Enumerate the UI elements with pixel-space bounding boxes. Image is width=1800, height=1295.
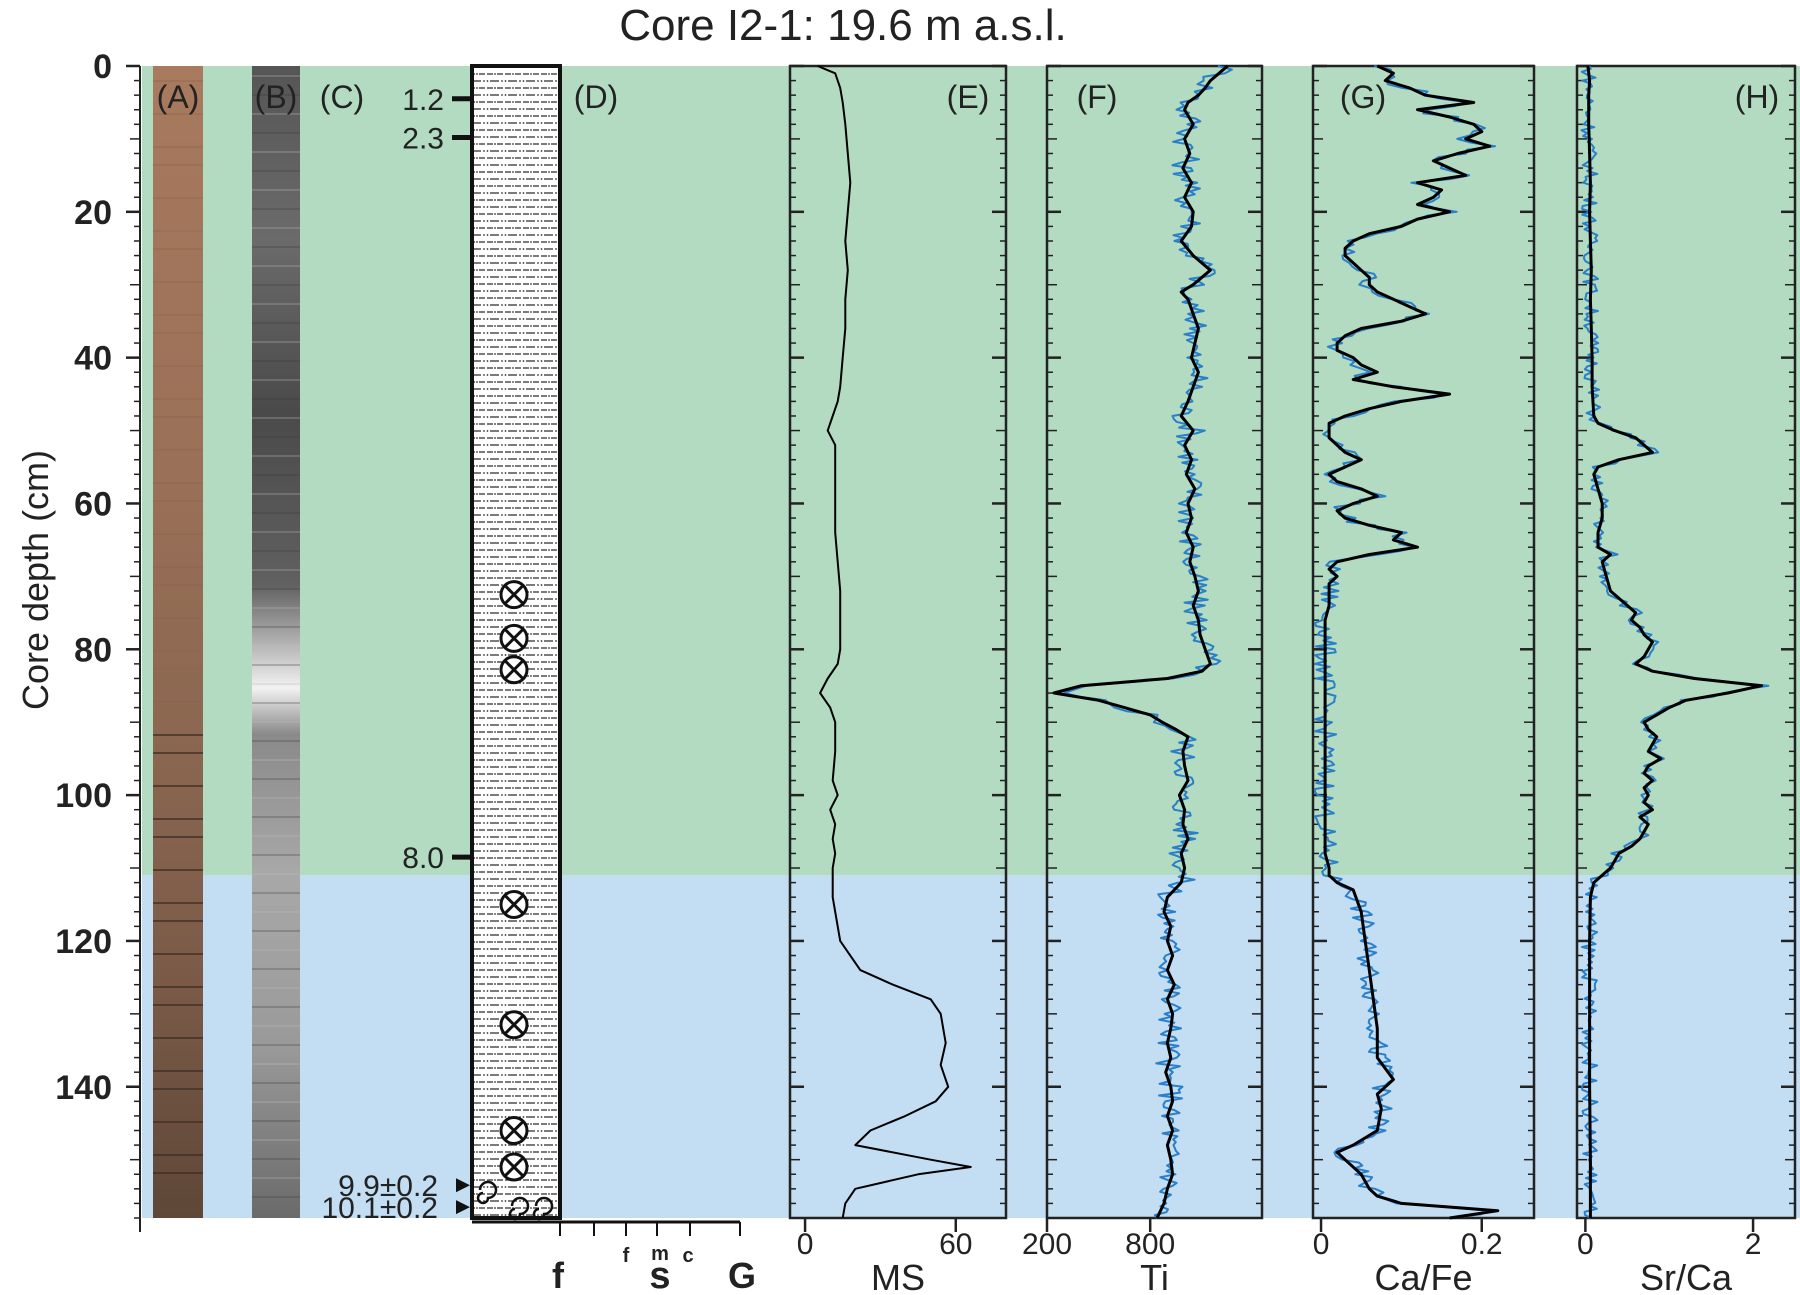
age-label: 10.1±0.2 xyxy=(321,1192,438,1225)
grain-size-label: G xyxy=(728,1255,756,1295)
fossil-symbol-icon xyxy=(499,580,529,610)
depth-axis: 0 20 40 60 80 100 120 140 xyxy=(55,48,141,1232)
panel-label-d: (D) xyxy=(574,79,618,115)
fossil-symbol-icon xyxy=(499,655,529,685)
fossil-symbol-icon xyxy=(499,889,529,919)
smoothed-series-line xyxy=(817,65,972,1219)
x-tick-label: 2 xyxy=(1745,1228,1762,1261)
shell-icon xyxy=(476,1180,498,1205)
fossil-symbol-icon xyxy=(499,623,529,653)
y-axis-label: Core depth (cm) xyxy=(15,450,56,710)
x-tick-label: 0.2 xyxy=(1461,1228,1503,1261)
grain-size-label: c xyxy=(682,1245,693,1267)
shell-icon xyxy=(532,1196,554,1221)
grain-size-label: m xyxy=(651,1243,669,1265)
panel-label: (G) xyxy=(1340,79,1386,115)
x-axis-label: Ti xyxy=(1140,1257,1169,1295)
x-tick-label: 200 xyxy=(1022,1228,1072,1261)
grain-size-label: f xyxy=(552,1255,565,1295)
smoothed-series-line xyxy=(1586,65,1763,1218)
panel-8: 0 2 Sr/Ca (H) xyxy=(1575,64,1797,1295)
depth-zones xyxy=(142,66,1800,1218)
x-tick-label: 0 xyxy=(1313,1228,1330,1261)
zone-1 xyxy=(142,875,1800,1218)
depth-tick-label: 120 xyxy=(55,923,112,961)
age-marker-icon xyxy=(456,1178,470,1193)
age-marker-icon xyxy=(456,1200,470,1215)
smoothed-series-line xyxy=(1052,64,1229,1219)
panel-5: 0 60 MS (E) xyxy=(788,64,1008,1295)
panel-label: (E) xyxy=(947,79,990,115)
depth-tick-label: 60 xyxy=(74,485,112,523)
panel-frame xyxy=(1045,64,1264,1220)
x-axis-label: MS xyxy=(871,1257,925,1295)
age-label: 8.0 xyxy=(402,842,444,875)
depth-tick-label: 0 xyxy=(93,48,112,86)
panel-label-c: (C) xyxy=(320,79,364,115)
panel-label: (F) xyxy=(1077,79,1118,115)
grain-size-label: f xyxy=(623,1245,630,1267)
depth-tick-label: 20 xyxy=(74,194,112,232)
panel-label: (H) xyxy=(1735,79,1779,115)
ct-scan xyxy=(252,66,300,1218)
x-tick-label: 0 xyxy=(797,1228,814,1261)
age-label: 1.2 xyxy=(402,84,444,117)
grain-size-label: s xyxy=(649,1255,670,1295)
depth-tick-label: 140 xyxy=(55,1069,112,1107)
x-tick-label: 60 xyxy=(939,1228,972,1261)
fossil-symbol-icon xyxy=(499,1152,529,1182)
zone-0 xyxy=(142,66,1800,876)
core-images: (A) (B) (C) xyxy=(153,66,364,1218)
panel-frame xyxy=(1575,64,1797,1220)
panel-frame xyxy=(1311,64,1536,1220)
fossil-symbol-icon xyxy=(499,1116,529,1146)
core-photo xyxy=(153,66,203,1218)
panel-7: 0 0.2Ca/Fe (G) xyxy=(1311,64,1536,1295)
x-tick-label: 800 xyxy=(1125,1228,1175,1261)
x-axis-label: Ca/Fe xyxy=(1374,1257,1472,1295)
lithology-log: (D)1.22.38.09.9±0.210.1±0.2f f m cs G xyxy=(321,64,756,1295)
fossil-symbol-icon xyxy=(499,1010,529,1040)
panel-frame xyxy=(788,64,1008,1220)
panel-label-a: (A) xyxy=(157,79,200,115)
shell-icon xyxy=(508,1196,530,1221)
depth-tick-label: 100 xyxy=(55,777,112,815)
figure-title: Core I2-1: 19.6 m a.s.l. xyxy=(619,1,1067,50)
depth-tick-label: 40 xyxy=(74,340,112,378)
x-tick-label: 0 xyxy=(1577,1228,1594,1261)
age-label: 2.3 xyxy=(402,122,444,155)
x-axis-label: Sr/Ca xyxy=(1640,1257,1733,1295)
panel-label-b: (B) xyxy=(255,79,298,115)
age-label: 9.9±0.2 xyxy=(338,1170,438,1203)
depth-tick-label: 80 xyxy=(74,631,112,669)
smoothed-series-line xyxy=(1323,64,1500,1220)
